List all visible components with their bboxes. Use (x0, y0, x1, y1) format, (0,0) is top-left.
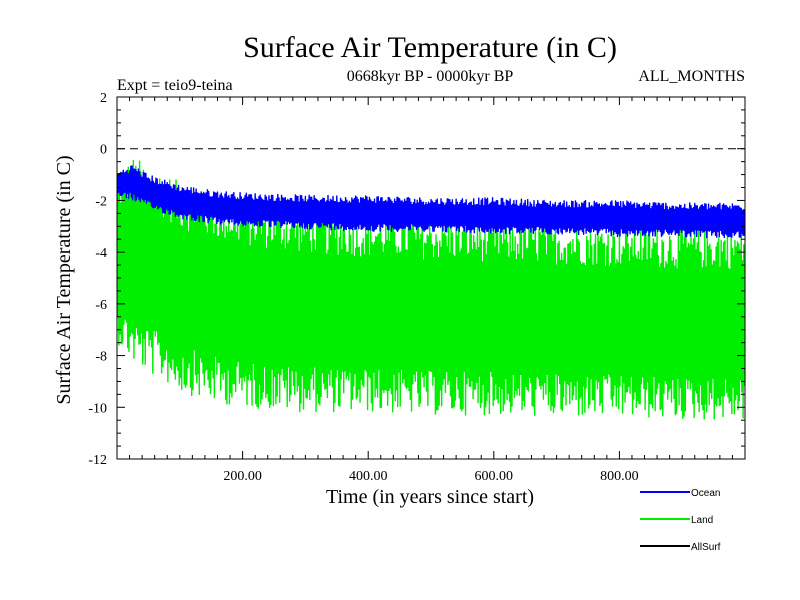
axes: 200.00 400.00 600.00 800.00 2 0 -2 -4 -6 -8 -10 -12 (88, 91, 746, 484)
y-tick-label: -10 (88, 401, 107, 416)
legend-label-land: Land (691, 515, 713, 526)
y-tick-label: 2 (100, 91, 107, 106)
y-tick-label: -6 (95, 298, 107, 313)
x-tick-label: 800.00 (600, 469, 639, 484)
x-tick-label: 400.00 (349, 469, 388, 484)
legend: Ocean Land AllSurf (640, 488, 721, 553)
y-tick-label: -8 (95, 350, 107, 365)
y-tick-label: -2 (95, 194, 107, 209)
series-line-land (117, 159, 745, 420)
experiment-label: Expt = teio9-teina (117, 77, 233, 94)
plot-area (117, 148, 745, 420)
time-range-label: 0668kyr BP - 0000kyr BP (347, 68, 514, 85)
y-tick-label: -12 (88, 453, 107, 468)
legend-label-ocean: Ocean (691, 488, 720, 499)
legend-label-allsurf: AllSurf (691, 542, 721, 553)
x-tick-label: 200.00 (223, 469, 262, 484)
x-axis-label: Time (in years since start) (326, 486, 534, 508)
chart-title: Surface Air Temperature (in C) (243, 31, 617, 64)
months-label: ALL_MONTHS (638, 68, 745, 85)
x-tick-label: 600.00 (475, 469, 514, 484)
y-axis-label: Surface Air Temperature (in C) (53, 155, 75, 404)
y-tick-label: 0 (100, 143, 107, 158)
series-line-ocean (117, 165, 745, 239)
y-tick-label: -4 (95, 246, 107, 261)
series-group (117, 159, 745, 420)
